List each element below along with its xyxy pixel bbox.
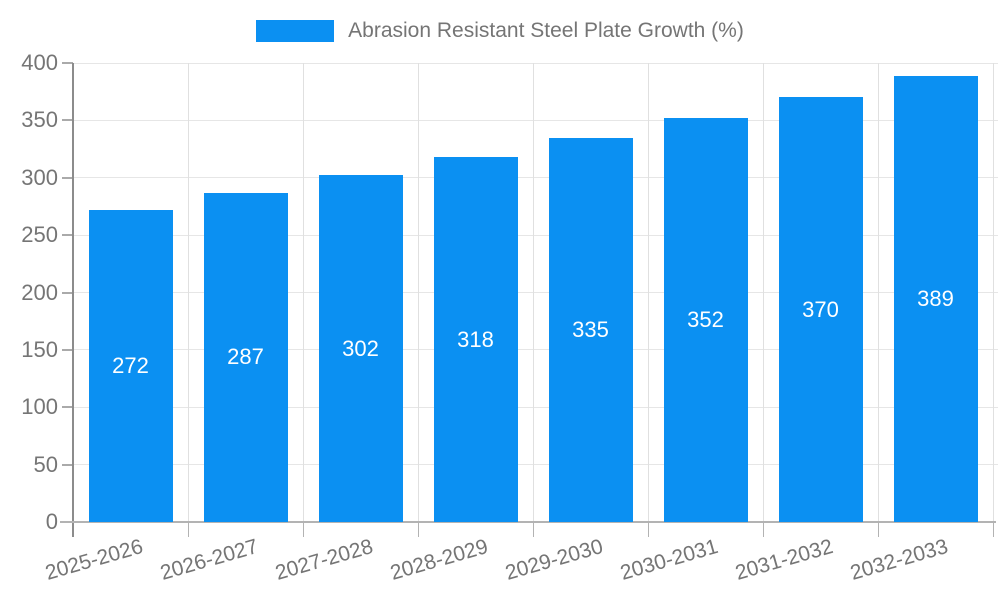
gridline-vertical [302,63,304,522]
y-axis-tick [62,119,73,122]
bar-value-label: 370 [802,296,839,322]
legend-swatch-icon [256,20,335,42]
y-tick-label: 150 [21,336,58,362]
y-axis-tick [62,234,73,237]
y-tick-label: 350 [21,107,58,133]
y-tick-label: 200 [21,279,58,305]
bar[interactable] [893,75,978,522]
legend[interactable]: Abrasion Resistant Steel Plate Growth (%… [0,18,1000,44]
bar-value-label: 352 [687,307,724,333]
gridline-vertical [417,63,419,522]
legend-label: Abrasion Resistant Steel Plate Growth (%… [348,19,744,42]
bar-value-label: 335 [572,316,609,342]
bar[interactable] [433,157,518,522]
y-axis-tick [62,463,73,466]
gridline-vertical [762,63,764,522]
bar-value-label: 287 [227,344,264,370]
x-axis-tick [647,522,649,537]
gridline-vertical [877,63,879,522]
gridline-horizontal [73,62,998,64]
gridline-vertical [187,63,189,522]
y-tick-label: 400 [21,50,58,75]
y-tick-label: 0 [45,509,58,534]
y-axis-tick [62,348,73,351]
gridline-horizontal [73,234,998,236]
x-axis-tick [992,522,994,537]
gridline-horizontal [73,119,998,121]
bar-value-label: 272 [112,352,149,378]
y-axis-tick [62,291,73,294]
gridline-horizontal [73,406,998,408]
y-axis-tick [62,62,73,64]
x-axis-tick [532,522,534,537]
y-axis-line [72,63,74,537]
gridline-horizontal [73,177,998,179]
y-tick-label: 300 [21,164,58,190]
y-tick-label: 100 [21,394,58,420]
bar-value-label: 318 [457,326,494,352]
bar-value-label: 389 [917,285,954,311]
y-tick-label: 250 [21,222,58,248]
x-axis-tick [762,522,764,537]
gridline-vertical [647,63,649,522]
gridline-horizontal [73,464,998,466]
bar[interactable] [778,97,863,522]
x-axis-line [60,521,996,523]
bar[interactable] [318,175,403,522]
x-axis-tick [417,522,419,537]
gridline-horizontal [73,292,998,293]
x-axis-tick [877,522,879,537]
y-tick-label: 50 [33,451,58,477]
bar-value-label: 302 [342,335,379,361]
x-axis-tick [302,522,304,537]
x-axis-tick [187,522,189,537]
gridline-horizontal [73,349,998,351]
gridline-vertical [532,63,534,522]
gridline-vertical [992,63,994,522]
y-axis-tick [62,176,73,179]
bar[interactable] [88,209,173,522]
bar[interactable] [203,192,288,522]
bar[interactable] [548,137,633,522]
bar[interactable] [663,118,748,522]
y-axis-tick [62,406,73,409]
